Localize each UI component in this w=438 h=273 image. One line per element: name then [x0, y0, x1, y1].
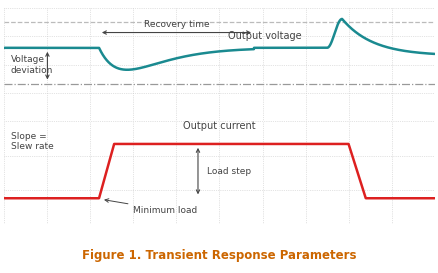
Text: Voltage
deviation: Voltage deviation — [11, 55, 53, 75]
Text: Output current: Output current — [183, 121, 255, 130]
Text: Load step: Load step — [206, 167, 250, 176]
Text: Figure 1. Transient Response Parameters: Figure 1. Transient Response Parameters — [82, 249, 356, 262]
Text: Minimum load: Minimum load — [105, 199, 197, 215]
Text: Output voltage: Output voltage — [228, 31, 301, 41]
Text: Slope =
Slew rate: Slope = Slew rate — [11, 132, 53, 151]
Text: Recovery time: Recovery time — [143, 20, 209, 29]
